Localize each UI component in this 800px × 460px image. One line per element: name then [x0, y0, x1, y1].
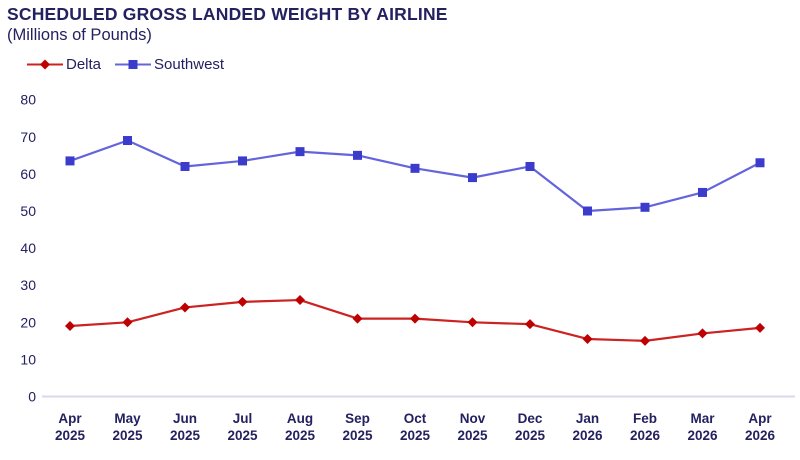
x-tick-label-month: May	[114, 411, 141, 426]
southwest-series-square-icon	[115, 60, 152, 69]
x-tick-label-year: 2025	[515, 428, 546, 443]
x-tick-label-year: 2025	[285, 428, 316, 443]
y-tick-label: 30	[20, 277, 36, 293]
chart-subtitle: (Millions of Pounds)	[7, 26, 152, 44]
legend-item-delta: Delta	[26, 56, 101, 73]
southwest-marker	[65, 156, 75, 166]
y-tick-label: 70	[20, 129, 36, 145]
chart-title: SCHEDULED GROSS LANDED WEIGHT BY AIRLINE	[7, 4, 448, 24]
x-tick-label-year: 2025	[170, 428, 201, 443]
x-tick-label-year: 2025	[227, 428, 258, 443]
x-tick-label-month: Dec	[518, 411, 543, 426]
delta-series-diamond-icon	[27, 59, 63, 70]
x-tick-label-year: 2025	[55, 428, 86, 443]
southwest-marker	[123, 136, 132, 146]
delta-marker	[697, 328, 708, 339]
x-tick-label-year: 2025	[112, 428, 143, 443]
delta-marker	[65, 321, 75, 332]
y-tick-label: 20	[20, 314, 36, 330]
x-tick-label-month: Feb	[633, 411, 657, 426]
x-tick-label-month: Oct	[404, 411, 427, 426]
x-tick-label-month: Jun	[173, 411, 197, 426]
x-tick-label-year: 2026	[572, 428, 603, 443]
delta-marker	[180, 302, 190, 313]
delta-marker	[122, 317, 133, 328]
legend-item-southwest: Southwest	[114, 56, 224, 73]
delta-marker	[582, 333, 593, 344]
southwest-marker	[525, 161, 535, 171]
y-tick-label: 50	[20, 203, 36, 219]
delta-marker	[410, 313, 420, 324]
x-tick-label-year: 2026	[745, 428, 776, 443]
x-tick-label-year: 2026	[687, 428, 718, 443]
x-tick-label-month: Aug	[287, 411, 313, 426]
x-tick-label-year: 2025	[342, 428, 373, 443]
x-tick-label-month: Mar	[690, 411, 715, 426]
x-tick-label-month: Apr	[748, 411, 772, 426]
x-tick-label-year: 2025	[457, 428, 488, 443]
y-tick-label: 80	[20, 92, 36, 108]
southwest-marker	[468, 173, 477, 183]
x-tick-label-month: Nov	[460, 411, 486, 426]
southwest-line	[68, 139, 762, 213]
y-tick-label: 60	[20, 166, 36, 182]
legend-label-delta: Delta	[66, 56, 102, 73]
southwest-marker	[295, 147, 305, 157]
southwest-marker	[238, 156, 247, 166]
legend-label-southwest: Southwest	[154, 56, 225, 73]
chart-legend: Delta Southwest	[26, 56, 224, 73]
southwest-marker	[583, 206, 592, 216]
x-tick-label-year: 2025	[400, 428, 431, 443]
southwest-marker	[698, 187, 707, 197]
delta-marker	[352, 313, 363, 324]
southwest-marker	[640, 202, 650, 212]
x-tick-label-month: Apr	[58, 411, 82, 426]
x-tick-label-year: 2026	[630, 428, 661, 443]
delta-marker	[295, 295, 305, 306]
y-tick-label: 40	[20, 240, 36, 256]
delta-marker	[467, 317, 478, 328]
southwest-marker	[410, 163, 420, 173]
y-tick-label: 10	[20, 351, 36, 367]
southwest-marker	[180, 161, 190, 171]
southwest-marker	[755, 158, 765, 168]
southwest-marker	[353, 150, 362, 160]
delta-marker	[755, 322, 765, 333]
x-tick-label-month: Jan	[576, 411, 599, 426]
delta-marker	[237, 296, 248, 307]
x-tick-label-month: Jul	[233, 411, 253, 426]
delta-marker	[640, 335, 650, 346]
x-tick-label-month: Sep	[345, 411, 370, 426]
y-tick-label: 0	[28, 389, 36, 405]
delta-marker	[525, 319, 535, 330]
